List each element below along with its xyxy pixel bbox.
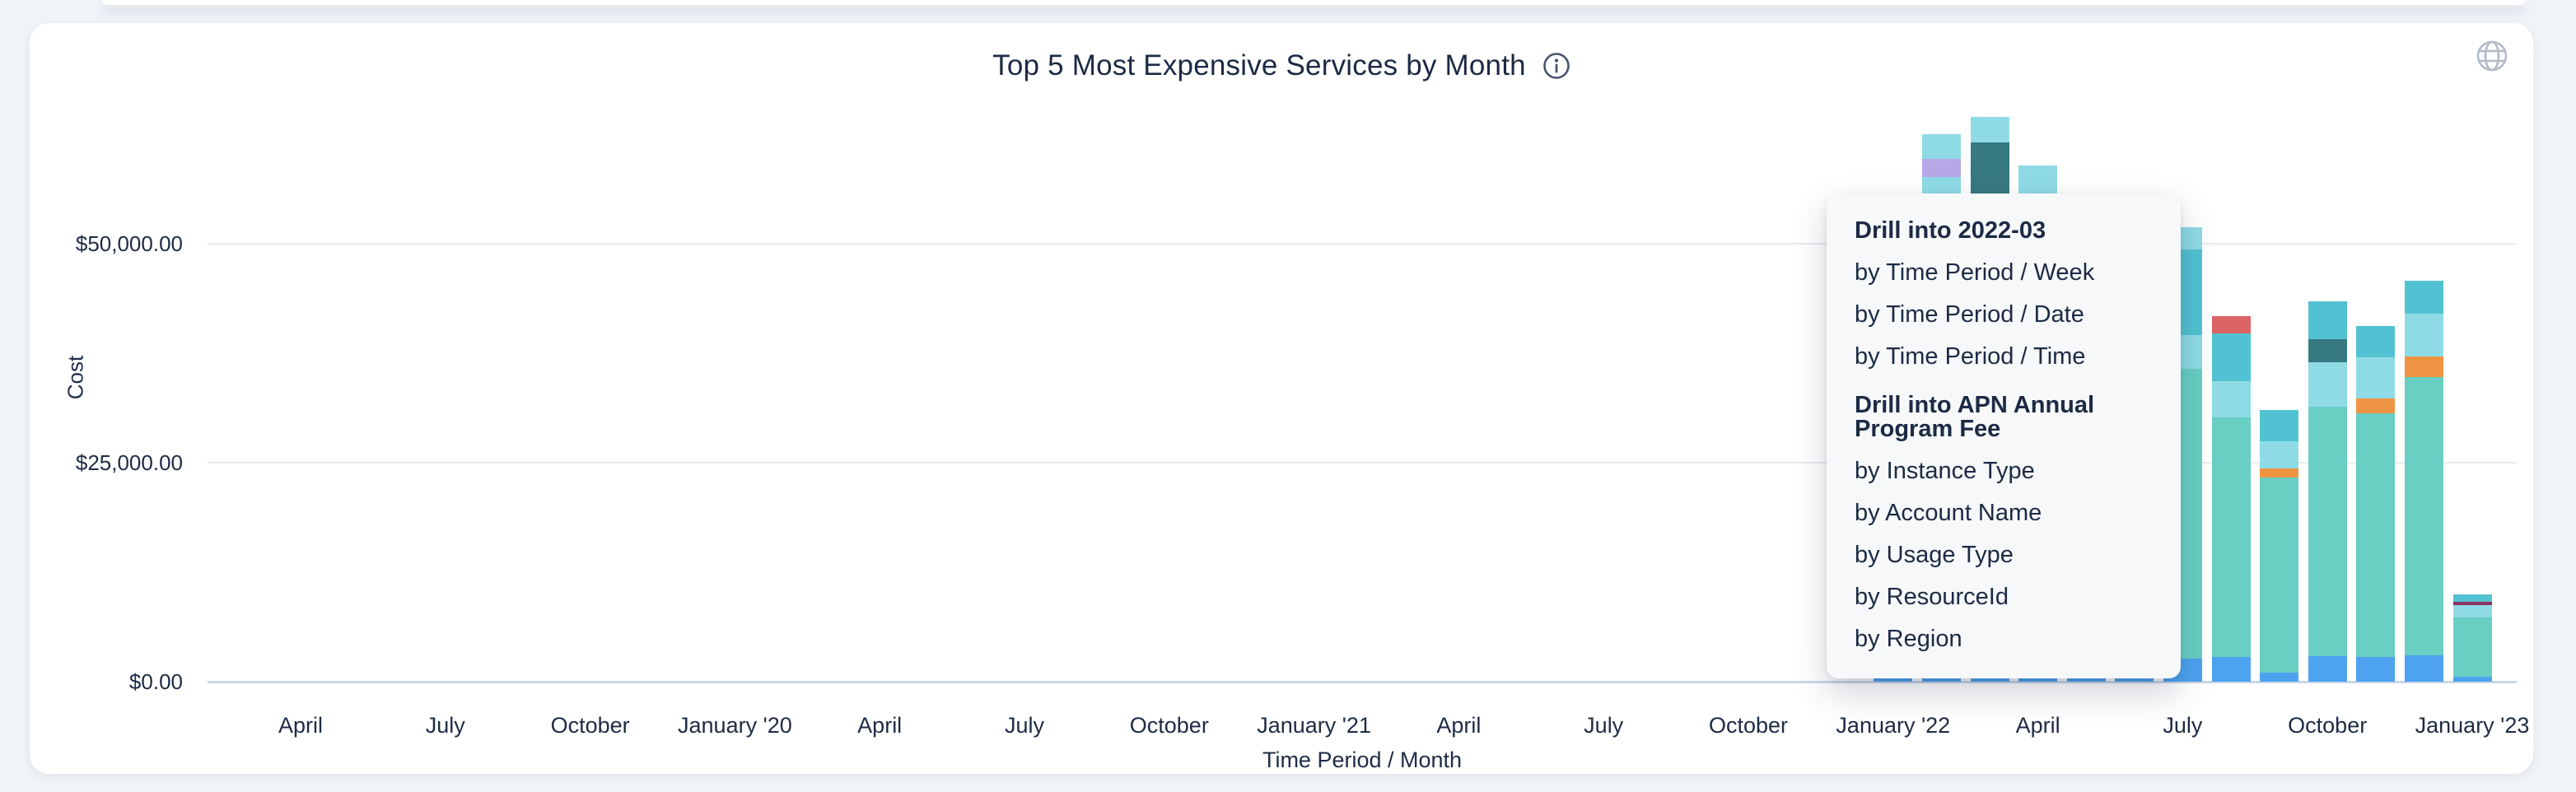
x-tick-label: July: [1004, 713, 1044, 738]
adjacent-card-edge: [102, 0, 2525, 5]
bar-segment-blue[interactable]: [2356, 657, 2396, 682]
drill-menu-header: Drill into 2022-03: [1855, 217, 2046, 244]
bar-segment-green[interactable]: [2404, 376, 2443, 656]
x-tick-label: October: [2288, 713, 2368, 738]
bar-segment-cyan[interactable]: [2404, 280, 2443, 314]
x-tick-label: July: [425, 713, 465, 738]
card-header: Top 5 Most Expensive Services by Month: [30, 44, 2533, 87]
bar-2022-12[interactable]: [2404, 280, 2443, 682]
bar-segment-light-cyan[interactable]: [2404, 314, 2443, 357]
bar-segment-cyan[interactable]: [2260, 410, 2299, 442]
x-tick-label: October: [1129, 713, 1209, 738]
bar-segment-green[interactable]: [2211, 417, 2251, 658]
drill-menu-header: Drill into APN Annual Program Fee: [1855, 392, 2095, 442]
x-tick-label: January '20: [678, 713, 792, 738]
chart-card: Top 5 Most Expensive Services by Month $…: [30, 23, 2533, 774]
bar-segment-light-cyan[interactable]: [2211, 381, 2251, 417]
bar-2022-11[interactable]: [2356, 326, 2396, 682]
y-axis-title: Cost: [63, 355, 88, 400]
bar-segment-blue[interactable]: [2308, 656, 2347, 682]
bar-segment-light-cyan[interactable]: [1970, 116, 2009, 142]
bar-2022-08[interactable]: [2211, 316, 2251, 682]
x-tick-label: January '23: [2415, 713, 2530, 738]
bar-segment-light-cyan[interactable]: [2260, 441, 2299, 469]
bar-segment-green[interactable]: [2260, 478, 2299, 673]
bar-segment-light-cyan[interactable]: [2452, 604, 2492, 617]
y-tick-label: $50,000.00: [75, 231, 183, 256]
x-tick-label: January '21: [1257, 713, 1371, 738]
chart-title: Top 5 Most Expensive Services by Month: [992, 49, 1526, 82]
x-tick-label: April: [2015, 713, 2060, 738]
drill-menu-item[interactable]: by Account Name: [1855, 500, 2042, 526]
bar-segment-orange[interactable]: [2260, 468, 2299, 478]
bar-segment-red[interactable]: [2211, 316, 2251, 333]
x-tick-label: July: [1584, 713, 1624, 738]
y-tick-label: $25,000.00: [75, 450, 183, 475]
gridline-$50,000.00: [208, 243, 2517, 245]
bar-segment-light-cyan[interactable]: [1921, 134, 1961, 159]
x-tick-label: April: [1436, 713, 1482, 738]
bar-2022-10[interactable]: [2308, 301, 2347, 682]
bar-2022-09[interactable]: [2260, 410, 2299, 682]
drill-menu-item[interactable]: by ResourceId: [1855, 584, 2009, 610]
drill-menu-item[interactable]: by Region: [1855, 626, 1962, 652]
bar-segment-green[interactable]: [2308, 406, 2347, 657]
info-icon[interactable]: [1542, 52, 1570, 80]
bar-segment-blue[interactable]: [2211, 657, 2251, 682]
drill-menu-item[interactable]: by Time Period / Time: [1855, 343, 2086, 370]
bar-segment-light-cyan[interactable]: [2356, 357, 2396, 399]
bar-segment-cyan[interactable]: [2211, 333, 2251, 382]
drill-menu-item[interactable]: by Instance Type: [1855, 458, 2035, 484]
bar-segment-orange[interactable]: [2404, 356, 2443, 377]
gridline-$0.00: [208, 681, 2517, 683]
bar-segment-light-cyan[interactable]: [2308, 361, 2347, 407]
y-tick-label: $0.00: [128, 669, 183, 694]
drill-menu-item[interactable]: by Time Period / Date: [1855, 301, 2084, 328]
bar-segment-blue[interactable]: [2452, 677, 2492, 682]
drill-menu-item[interactable]: by Time Period / Week: [1855, 259, 2095, 286]
bar-segment-green[interactable]: [2356, 413, 2396, 658]
x-tick-label: April: [278, 713, 323, 738]
x-tick-label: October: [550, 713, 630, 738]
x-tick-label: July: [2163, 713, 2203, 738]
drill-menu-item[interactable]: by Usage Type: [1855, 542, 2014, 568]
bar-segment-cyan[interactable]: [2452, 594, 2492, 602]
bar-segment-cyan[interactable]: [2356, 326, 2396, 358]
bar-segment-dark-teal[interactable]: [2308, 338, 2347, 362]
bar-segment-cyan[interactable]: [2308, 301, 2347, 339]
bar-segment-orange[interactable]: [2356, 398, 2396, 414]
x-tick-label: October: [1708, 713, 1789, 738]
bar-segment-purple[interactable]: [1921, 158, 1961, 178]
drill-context-menu: Drill into 2022-03 by Time Period / Week b…: [1827, 193, 2181, 678]
globe-icon[interactable]: [2474, 38, 2510, 74]
bar-2023-01[interactable]: [2452, 594, 2492, 682]
x-tick-label: April: [857, 713, 903, 738]
x-tick-label: January '22: [1836, 713, 1951, 738]
bar-segment-blue[interactable]: [2404, 655, 2443, 682]
bar-segment-green[interactable]: [2452, 617, 2492, 678]
x-axis-title: Time Period / Month: [1262, 748, 1463, 772]
bar-segment-blue[interactable]: [2260, 673, 2299, 682]
gridline-$25,000.00: [208, 462, 2517, 464]
bar-segment-maroon[interactable]: [2452, 601, 2492, 605]
